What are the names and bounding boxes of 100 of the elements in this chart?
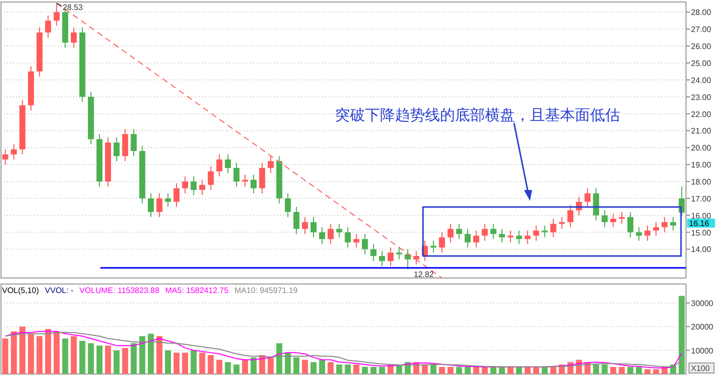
annotation: MA10: 945971.19	[234, 286, 298, 295]
y-tick-label: 28.00	[691, 8, 712, 18]
candlestick	[602, 210, 608, 228]
bar	[464, 366, 471, 374]
annotation: MA5: 1582412.75	[165, 286, 229, 295]
candlestick	[584, 188, 591, 208]
candlestick	[45, 15, 52, 38]
y-tick-label: 10000	[691, 346, 714, 356]
bar	[190, 350, 197, 374]
candlestick	[644, 225, 650, 242]
text: 16.16	[689, 219, 710, 228]
bar	[422, 364, 428, 374]
candlestick	[593, 188, 600, 221]
bar	[199, 352, 206, 374]
annotation: VOL(5,10)	[2, 286, 40, 295]
y-tick-label: 14.00	[691, 245, 712, 254]
bar	[344, 364, 351, 374]
bar	[36, 336, 43, 374]
candlestick	[336, 223, 342, 238]
candlestick	[10, 144, 17, 160]
bar	[174, 352, 180, 374]
candlestick	[224, 154, 231, 174]
bar	[208, 355, 214, 374]
y-tick-label: 16.00	[691, 211, 712, 220]
bar	[602, 364, 608, 374]
y-tick-label: 15.00	[691, 228, 712, 238]
bar	[533, 366, 540, 374]
bar	[473, 366, 480, 374]
candlestick	[448, 223, 454, 243]
bar	[250, 357, 257, 374]
bar	[114, 350, 120, 374]
bar	[362, 366, 368, 374]
bar	[430, 364, 436, 374]
bar	[139, 336, 146, 374]
bar	[550, 366, 556, 374]
candlestick	[456, 223, 462, 240]
y-tick-label: 30000	[691, 298, 714, 308]
candlestick	[370, 244, 376, 262]
y-tick-label: 20.00	[691, 144, 712, 153]
candlestick	[328, 223, 334, 245]
bar	[370, 366, 376, 374]
candlestick	[2, 148, 8, 166]
candlestick	[473, 230, 480, 248]
annotation: VVOL: -	[44, 286, 74, 295]
bar	[593, 364, 600, 374]
bar	[379, 366, 386, 374]
bar	[233, 364, 240, 374]
bar	[319, 360, 326, 374]
candlestick	[284, 192, 291, 218]
annotation: 突破下降趋势线的底部横盘，且基本面低估	[335, 107, 620, 124]
bar	[10, 331, 17, 374]
annotation: 28.53	[62, 3, 84, 12]
text: X100	[691, 364, 710, 373]
bar	[19, 326, 26, 374]
bar	[88, 343, 94, 374]
candlestick	[362, 233, 368, 255]
bar	[293, 357, 300, 374]
bar	[448, 366, 454, 374]
candlestick	[156, 192, 162, 218]
bar	[62, 338, 68, 374]
candlestick	[122, 128, 128, 162]
bar	[70, 336, 77, 374]
y-tick-label: 23.00	[691, 92, 712, 102]
bar	[353, 364, 360, 374]
candlestick	[498, 228, 505, 243]
candlestick	[490, 223, 496, 240]
y-tick-label: 24.00	[691, 76, 712, 85]
candlestick	[438, 232, 445, 254]
candlestick	[199, 179, 206, 196]
bar	[156, 336, 162, 374]
y-tick-label: 25.00	[691, 58, 712, 68]
candlestick	[507, 230, 514, 243]
candlestick	[164, 192, 171, 208]
bar	[456, 366, 462, 374]
annotation: 12.82	[414, 270, 434, 280]
bar	[627, 366, 634, 374]
candlestick	[482, 223, 488, 242]
bar	[268, 357, 274, 374]
candlestick	[404, 248, 411, 270]
y-tick-label: 22.00	[691, 110, 712, 119]
bar	[310, 362, 317, 374]
bar	[516, 366, 522, 374]
candlestick	[567, 204, 574, 228]
candlestick	[293, 206, 300, 234]
y-tick-label: 19.00	[691, 160, 712, 170]
bar	[284, 352, 291, 374]
y-tick-label: 17.00	[691, 194, 712, 204]
candlestick	[524, 230, 531, 245]
candlestick	[610, 213, 616, 228]
candlestick	[182, 176, 188, 194]
bar	[498, 366, 505, 374]
candlestick	[627, 211, 634, 238]
candlestick	[464, 228, 471, 248]
candlestick	[344, 226, 351, 248]
bar	[507, 366, 514, 374]
candlestick	[148, 192, 154, 218]
candlestick	[670, 216, 676, 232]
bar	[216, 360, 222, 374]
candlestick	[558, 216, 565, 230]
candlestick	[379, 250, 386, 267]
